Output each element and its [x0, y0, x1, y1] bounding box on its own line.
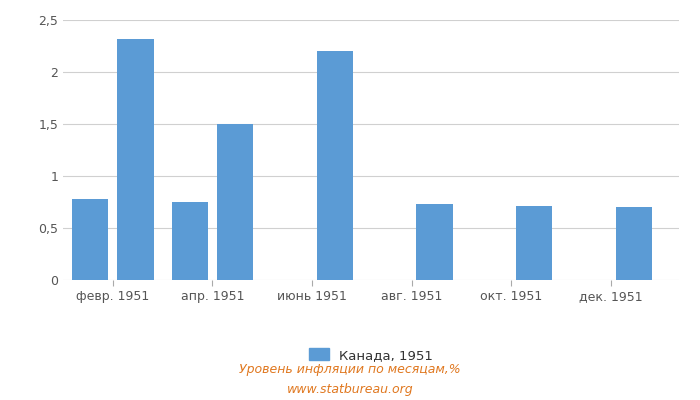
Bar [172, 202, 208, 280]
Bar [416, 204, 452, 280]
Bar [316, 51, 353, 280]
Bar [516, 206, 552, 280]
Legend: Канада, 1951: Канада, 1951 [304, 343, 438, 367]
Bar [72, 199, 108, 280]
Bar [615, 207, 652, 280]
Text: Уровень инфляции по месяцам,%: Уровень инфляции по месяцам,% [239, 364, 461, 376]
Bar [118, 39, 153, 280]
Bar [217, 124, 253, 280]
Text: www.statbureau.org: www.statbureau.org [287, 384, 413, 396]
